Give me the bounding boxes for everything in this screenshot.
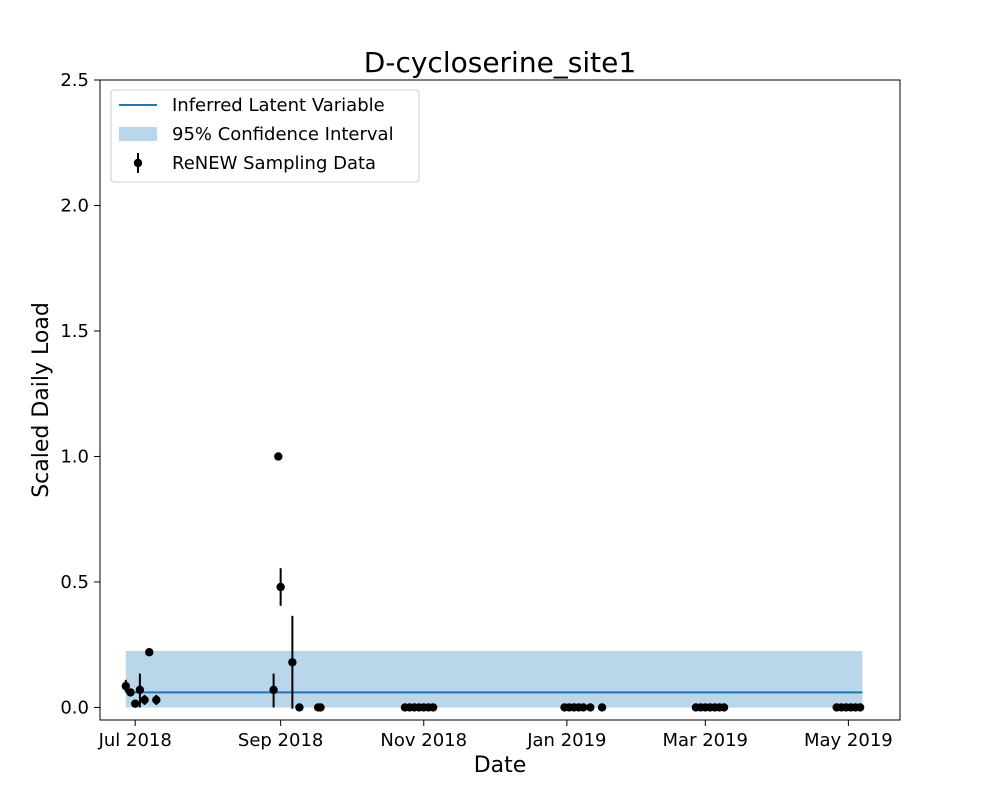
confidence-interval-band	[125, 650, 863, 708]
sampling-data-point-4	[135, 685, 145, 695]
legend-label-latent-variable: Inferred Latent Variable	[172, 95, 385, 116]
y-tick-label-2: 0.5	[60, 572, 89, 593]
sampling-data-point-14	[316, 703, 325, 712]
legend-box	[110, 89, 420, 183]
sampling-data-point-3	[130, 699, 140, 708]
y-tick-label-4: 1.5	[60, 321, 89, 342]
sampling-data-point-6	[145, 648, 154, 657]
x-tick-label-4: Jan 2019	[526, 730, 606, 751]
legend-band-swatch	[119, 127, 157, 141]
sampling-data-point-12	[295, 703, 304, 712]
plot-frame	[99, 79, 901, 721]
sampling-data-point-5	[140, 695, 149, 705]
x-tick-label-6: May 2019	[804, 730, 893, 751]
y-axis-label: Scaled Daily Load	[29, 302, 54, 498]
sampling-data-point-26	[579, 703, 588, 712]
x-tick-label-2: Sep 2018	[238, 730, 323, 751]
sampling-data-point-7	[152, 695, 161, 705]
y-tick-label-1: 0.0	[60, 697, 89, 718]
sampling-data-point-11	[288, 658, 297, 667]
x-tick-label-5: Mar 2019	[663, 730, 749, 751]
sampling-data-point-1	[121, 681, 131, 691]
chart-title: D-cycloserine_site1	[364, 46, 636, 79]
axes: 0.0 0.5 1.0 1.5 2.0 2.5 Jul 2018 Sep 2018 Nov 20…	[60, 70, 901, 751]
x-tick-label-1: Jul 2018	[98, 730, 172, 751]
legend: Inferred Latent Variable 95% Confidence I…	[110, 89, 420, 183]
plot-area	[121, 452, 865, 712]
sampling-data-point-10	[276, 582, 285, 592]
sampling-data-point-28	[597, 703, 607, 712]
x-axis-label: Date	[474, 753, 527, 778]
sampling-data-point-27	[586, 703, 595, 712]
legend-point-swatch	[133, 158, 143, 168]
legend-label-sampling-data: ReNEW Sampling Data	[172, 153, 376, 174]
y-tick-label-6: 2.5	[60, 70, 89, 91]
y-tick-label-5: 2.0	[60, 195, 89, 216]
sampling-data-point-9	[274, 452, 283, 461]
sampling-data-point-21	[428, 703, 438, 712]
sampling-data-point-2	[126, 688, 135, 697]
sampling-data-point-35	[719, 703, 729, 712]
sampling-data-point-41	[855, 703, 865, 712]
y-tick-label-3: 1.0	[60, 446, 89, 467]
sampling-data-point-8	[269, 685, 278, 695]
x-tick-label-3: Nov 2018	[380, 730, 467, 751]
legend-label-confidence-interval: 95% Confidence Interval	[172, 124, 394, 145]
